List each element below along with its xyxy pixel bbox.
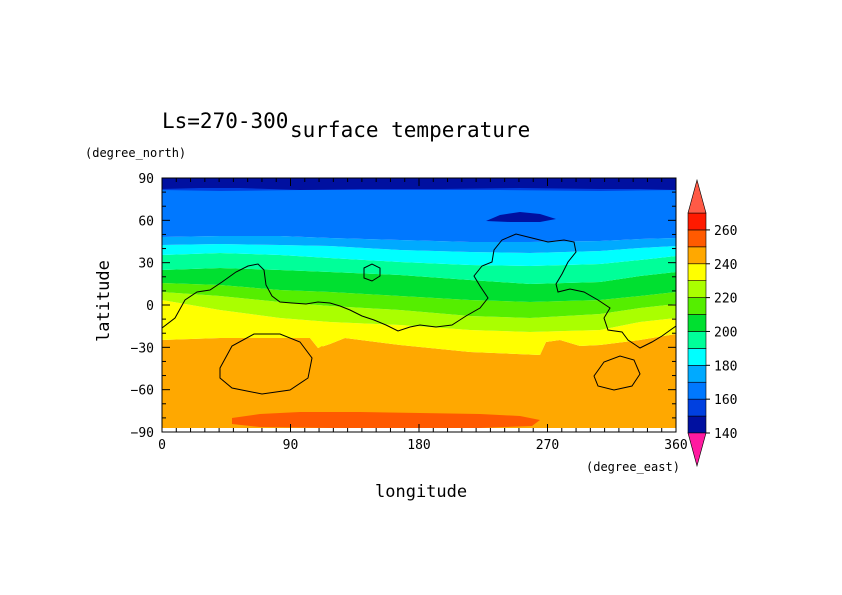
colorbar: 140 160 180 200 220 240 260 bbox=[687, 178, 737, 468]
y-tick-label: 0 bbox=[146, 299, 154, 314]
colorbar-swatch bbox=[687, 314, 707, 332]
topography-contours bbox=[162, 233, 676, 395]
x-tick-label: 90 bbox=[283, 438, 299, 453]
band-170-180 bbox=[162, 236, 676, 253]
x-tick-label: 270 bbox=[536, 438, 559, 453]
field-subregion bbox=[312, 346, 334, 372]
x-axis: 0 90 180 270 360 bbox=[158, 178, 688, 453]
colorbar-tick-label: 240 bbox=[714, 258, 737, 273]
band-160-170 bbox=[162, 190, 676, 242]
band-190-200 bbox=[162, 253, 676, 284]
colorbar-swatch bbox=[687, 246, 707, 265]
x-tick-label: 0 bbox=[158, 438, 166, 453]
colorbar-swatch bbox=[687, 263, 707, 281]
colorbar-under-triangle bbox=[687, 432, 707, 468]
contour-loop-southwest bbox=[219, 333, 313, 395]
colorbar-swatch bbox=[687, 297, 707, 315]
colorbar-tick-label: 180 bbox=[714, 359, 737, 374]
chart-title: surface temperature bbox=[290, 118, 530, 142]
band-240-250 bbox=[162, 334, 676, 432]
colorbar-tick-label: 140 bbox=[714, 427, 737, 442]
y-tick-label: 90 bbox=[138, 172, 154, 187]
y-tick-label: −60 bbox=[131, 384, 154, 399]
colorbar-tick-label: 200 bbox=[714, 325, 737, 340]
y-unit-label: (degree_north) bbox=[85, 146, 186, 160]
colorbar-swatch bbox=[687, 398, 707, 417]
y-axis-label: latitude bbox=[94, 260, 114, 342]
colorbar-swatch bbox=[687, 229, 707, 248]
band-180-190 bbox=[162, 244, 676, 266]
y-tick-label: −30 bbox=[131, 341, 154, 356]
colorbar-swatch bbox=[687, 280, 707, 298]
x-tick-label: 180 bbox=[407, 438, 430, 453]
chart-subtitle: Ls=270-300 bbox=[162, 109, 288, 133]
x-axis-label: longitude bbox=[375, 482, 467, 502]
colorbar-swatch bbox=[687, 365, 707, 383]
band-230-240 bbox=[162, 300, 676, 355]
band-210-220 bbox=[162, 283, 676, 318]
colorbar-swatch bbox=[687, 415, 707, 434]
band-220-230 bbox=[162, 292, 676, 332]
x-unit-label: (degree_east) bbox=[586, 460, 680, 474]
y-tick-label: 60 bbox=[138, 214, 154, 229]
colorbar-swatch bbox=[687, 348, 707, 366]
contour-loop-center bbox=[363, 263, 381, 282]
x-tick-label: 360 bbox=[664, 438, 687, 453]
band-200-210 bbox=[162, 268, 676, 302]
y-tick-label: −90 bbox=[131, 426, 154, 441]
north-cold-spot bbox=[486, 212, 556, 222]
colorbar-swatch bbox=[687, 331, 707, 349]
zero-elevation-contour bbox=[162, 233, 676, 349]
colorbar-swatch bbox=[687, 212, 707, 231]
y-tick-label: 30 bbox=[138, 257, 154, 272]
south-warm-band bbox=[232, 412, 540, 428]
temperature-field bbox=[162, 178, 676, 432]
colorbar-tick-label: 220 bbox=[714, 292, 737, 307]
colorbar-swatch bbox=[687, 381, 707, 400]
colorbar-tick-label: 160 bbox=[714, 393, 737, 408]
y-axis: 90 60 30 0 −30 −60 −90 bbox=[131, 172, 676, 441]
colorbar-over-triangle bbox=[687, 178, 707, 214]
contour-loop-southeast bbox=[593, 355, 641, 391]
colorbar-tick-label: 260 bbox=[714, 224, 737, 239]
